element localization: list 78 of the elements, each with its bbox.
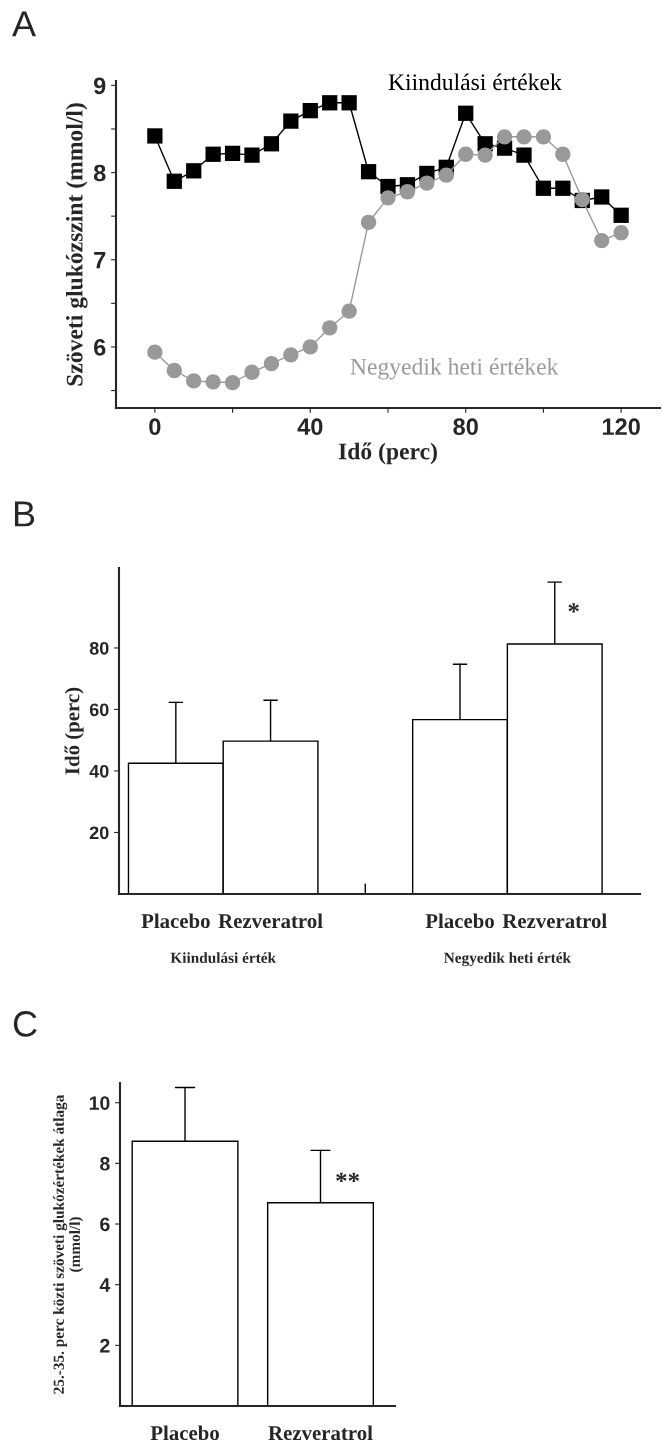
point — [535, 129, 552, 145]
point — [322, 95, 338, 111]
point — [205, 146, 221, 162]
point — [263, 355, 280, 372]
point — [224, 375, 241, 391]
x-tick-label: 40 — [297, 418, 323, 436]
x-tick-label: Placebo — [150, 1425, 219, 1441]
annotation: * — [568, 603, 579, 613]
point — [477, 147, 493, 163]
point — [224, 145, 241, 162]
y-tick-label: 6 — [94, 339, 106, 356]
point — [555, 146, 571, 162]
y-axis-title: Idő (perc) — [64, 687, 84, 775]
point — [244, 147, 260, 163]
x-tick-label: 0 — [149, 418, 161, 436]
y-axis-title: Szöveti glukózszint (mmol/l) — [65, 103, 88, 386]
y-tick-label: 4 — [99, 1278, 111, 1292]
series-label: Kiindulási értékek — [388, 73, 562, 91]
chart-title: B — [14, 501, 35, 527]
point — [458, 105, 474, 121]
y-tick-label: 9 — [93, 77, 106, 95]
y-tick-label: 8 — [100, 1156, 110, 1171]
point — [341, 303, 357, 319]
annotation: ** — [336, 1172, 360, 1183]
point — [399, 184, 416, 200]
point — [341, 95, 357, 111]
chart-title: C — [13, 1011, 37, 1037]
y-axis-title: 25.-35. perc közti szöveti glukózértékek átlaga (mmol/l) — [53, 1094, 84, 1394]
y-tick-label: 80 — [89, 641, 109, 655]
x-tick-label: Placebo — [141, 913, 210, 929]
text: Kiindulási érték — [170, 952, 277, 964]
point — [360, 214, 377, 230]
y-tick-label: 6 — [100, 1217, 110, 1232]
chart-title: A — [12, 11, 37, 37]
point — [613, 225, 629, 241]
point — [186, 373, 202, 389]
point — [496, 129, 513, 145]
point — [147, 344, 163, 360]
x-axis-title: Idő (perc) — [338, 442, 437, 465]
series-label: Negyedik heti értékek — [350, 358, 559, 380]
x-tick-label: 120 — [602, 418, 640, 436]
y-tick-label: 7 — [94, 252, 106, 269]
y-tick-label: 10 — [89, 1096, 110, 1110]
point — [516, 147, 532, 163]
point — [263, 136, 280, 152]
y-tick-label: 8 — [93, 164, 106, 182]
point — [516, 129, 532, 145]
point — [555, 180, 571, 196]
y-tick-label: 40 — [89, 764, 109, 778]
point — [438, 167, 454, 183]
point — [594, 189, 610, 205]
text: Negyedik heti érték — [444, 952, 571, 967]
point — [613, 207, 629, 223]
point — [360, 164, 377, 180]
x-tick-label: Placebo — [425, 913, 494, 929]
x-tick-label: Rezveratrol — [268, 1425, 373, 1441]
y-tick-label: 60 — [89, 703, 109, 717]
x-tick-label: Rezveratrol — [502, 913, 607, 929]
y-tick-label: 2 — [100, 1338, 110, 1353]
point — [535, 180, 552, 196]
point — [302, 103, 318, 119]
point — [380, 190, 396, 206]
y-tick-label: 20 — [89, 826, 109, 840]
point — [244, 364, 260, 380]
point — [458, 146, 474, 162]
point — [186, 163, 202, 179]
x-tick-label: Rezveratrol — [218, 913, 323, 929]
point — [147, 128, 163, 144]
point — [302, 339, 318, 355]
point — [166, 362, 182, 379]
x-tick-label: 80 — [453, 418, 478, 436]
point — [283, 347, 299, 363]
point — [166, 173, 182, 189]
point — [322, 320, 338, 336]
point — [205, 374, 221, 390]
point — [419, 175, 435, 191]
point — [283, 113, 299, 129]
point — [594, 232, 610, 249]
